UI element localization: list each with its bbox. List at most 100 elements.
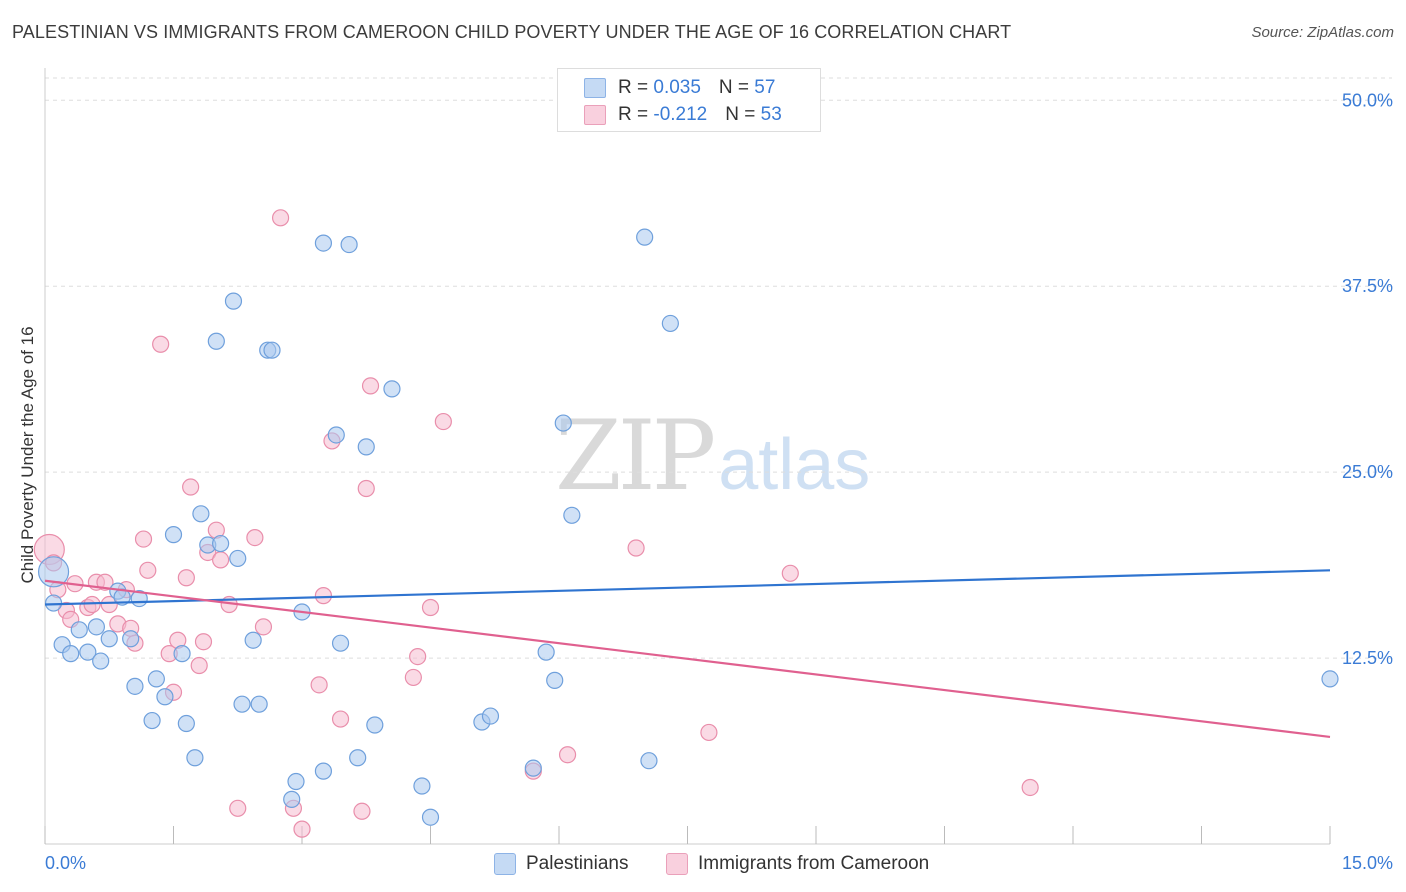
cameroon-point [190,656,208,675]
palestinian-point [563,506,581,524]
legend-label: Immigrants from Cameroon [698,853,930,874]
correlation-legend: R = 0.035 N = 57 R = -0.212 N = 53 [557,68,821,132]
palestinian-point [640,752,658,770]
cameroon-point [293,820,311,838]
cameroon-point [100,595,118,614]
legend-label: Palestinians [526,853,629,874]
cameroon-point [700,723,718,742]
r-label: R = [618,104,654,125]
palestinian-point [44,594,63,612]
x-tick-label: 15.0% [1342,853,1393,873]
cameroon-point [781,564,799,582]
blue-swatch-icon [494,853,516,875]
y-tick-label: 37.5% [1342,276,1393,296]
grid-layer [45,77,1392,659]
r-value: -0.212 [653,104,708,125]
palestinian-point [331,634,350,652]
cameroon-point [134,530,153,548]
palestinian-point [207,332,225,350]
trend-lines [44,569,1331,739]
palestinian-point [87,618,106,636]
cameroon-trend-line [44,579,1331,739]
palestinian-point [421,808,440,826]
cameroon-point [627,539,645,557]
n-value: 53 [760,104,782,125]
n-label: N = [718,77,755,98]
palestinian-point [327,426,345,444]
palestinian-point [546,671,564,689]
palestinian-point [62,645,80,663]
palestinian-point [173,645,191,663]
cameroon-point [421,598,440,617]
palestinian-point [537,643,555,661]
palestinian-point [79,643,97,661]
y-tick-label: 12.5% [1342,648,1393,668]
cameroon-point [177,569,195,587]
r-label: R = [618,77,654,98]
palestinian-point [229,549,247,568]
palestinian-point [100,630,118,648]
palestinian-point [383,380,401,398]
palestinian-trend-line [44,569,1331,606]
cameroon-point [194,633,213,651]
y-axis-label: Child Poverty Under the Age of 16 [18,326,37,584]
cameroon-point [271,209,290,227]
palestinian-point [70,621,88,639]
palestinian-point [636,228,654,246]
cameroon-point [558,746,577,764]
legend-row-text: R = -0.212 N = 53 [618,104,782,126]
palestinian-point [1321,670,1339,688]
palestinian-point [481,707,500,725]
palestinian-point [143,711,161,730]
axis-layer [44,68,1331,845]
cameroon-point [182,478,200,496]
palestinian-point [524,759,542,777]
x-tick-label: 0.0% [45,853,86,873]
watermark-zip: ZIP [555,400,716,512]
y-tick-label: 50.0% [1342,90,1393,110]
cameroon-point [434,412,452,431]
cameroon-point [83,595,101,614]
palestinian-point [357,438,375,456]
series-legend: Palestinians Immigrants from Cameroon [0,852,1406,876]
palestinian-point [250,695,268,713]
y-tick-label: 25.0% [1342,462,1393,482]
palestinian-point [37,556,70,588]
cameroon-point [1021,778,1039,797]
palestinian-point [212,534,230,553]
pink-swatch-icon [666,853,688,875]
palestinian-point [224,292,243,310]
cameroon-point [314,587,333,605]
cameroon-point [246,528,264,547]
tick-labels: 12.5% 25.0% 37.5% 50.0% 0.0% 15.0% [45,90,1393,873]
chart-title: PALESTINIAN VS IMMIGRANTS FROM CAMEROON … [12,22,1012,42]
palestinian-point [661,314,679,333]
palestinian-point [186,749,204,767]
r-value: 0.035 [653,77,701,98]
palestinian-point [147,670,165,688]
cameroon-points [33,209,1039,838]
palestinian-point [192,505,210,523]
palestinian-point [287,772,305,791]
source-label: Source: ZipAtlas.com [1251,24,1394,41]
cameroon-point [96,573,114,591]
legend-row-text: R = 0.035 N = 57 [618,77,775,99]
cameroon-point [409,647,427,666]
palestinian-point [263,341,281,359]
palestinian-point [244,631,262,649]
pink-swatch-icon [584,105,606,125]
cameroon-point [361,377,380,395]
palestinian-point [349,749,367,767]
cameroon-point [254,618,273,636]
palestinian-point [233,695,251,713]
palestinian-points [37,228,1339,826]
palestinian-point [366,716,384,734]
n-label: N = [725,104,761,125]
palestinian-point [122,630,140,648]
cameroon-point [404,668,422,687]
cameroon-point [139,561,157,579]
palestinian-point [177,714,195,733]
palestinian-point [314,234,333,252]
palestinian-point [92,652,110,670]
palestinian-point [554,414,572,432]
